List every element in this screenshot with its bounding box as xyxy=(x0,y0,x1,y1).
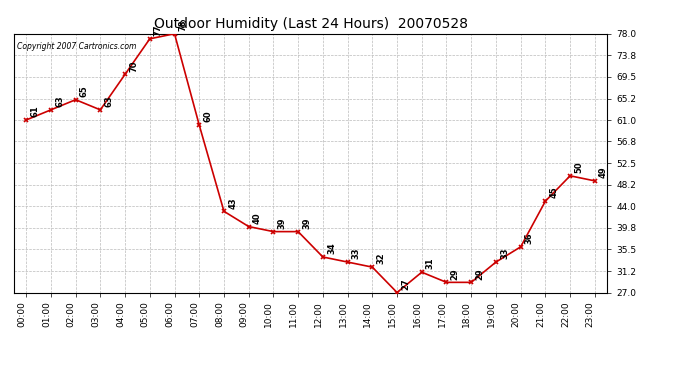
Text: 70: 70 xyxy=(129,60,138,72)
Text: 63: 63 xyxy=(55,96,64,107)
Text: 29: 29 xyxy=(451,268,460,280)
Text: 40: 40 xyxy=(253,212,262,224)
Text: 33: 33 xyxy=(352,248,361,259)
Text: 49: 49 xyxy=(599,166,608,178)
Text: 32: 32 xyxy=(377,253,386,264)
Text: 39: 39 xyxy=(302,217,311,229)
Text: 45: 45 xyxy=(549,187,558,198)
Text: 65: 65 xyxy=(80,85,89,97)
Text: 63: 63 xyxy=(104,96,113,107)
Text: 39: 39 xyxy=(277,217,286,229)
Text: 77: 77 xyxy=(154,24,163,36)
Text: 50: 50 xyxy=(574,161,583,173)
Text: 60: 60 xyxy=(204,111,213,122)
Title: Outdoor Humidity (Last 24 Hours)  20070528: Outdoor Humidity (Last 24 Hours) 2007052… xyxy=(153,17,468,31)
Text: 36: 36 xyxy=(525,232,534,244)
Text: 61: 61 xyxy=(30,105,39,117)
Text: 33: 33 xyxy=(500,248,509,259)
Text: 43: 43 xyxy=(228,197,237,208)
Text: 29: 29 xyxy=(475,268,484,280)
Text: 31: 31 xyxy=(426,258,435,269)
Text: 78: 78 xyxy=(179,20,188,31)
Text: 27: 27 xyxy=(401,278,410,290)
Text: Copyright 2007 Cartronics.com: Copyright 2007 Cartronics.com xyxy=(17,42,136,51)
Text: 34: 34 xyxy=(327,243,336,254)
